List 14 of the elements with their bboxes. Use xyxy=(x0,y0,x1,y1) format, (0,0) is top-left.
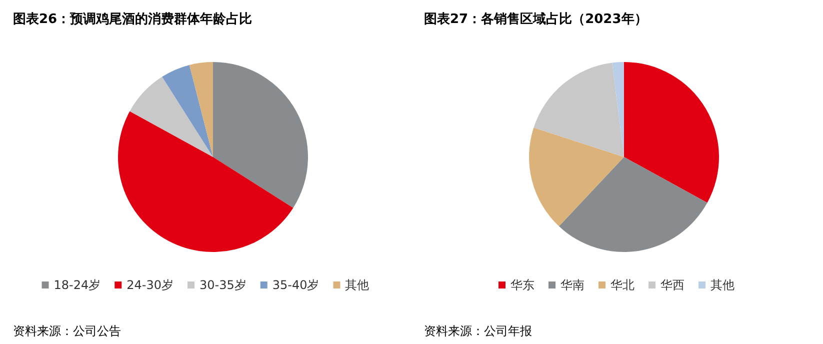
legend-label: 华东 xyxy=(510,278,534,292)
legend-label: 其他 xyxy=(345,278,370,292)
legend-label: 其他 xyxy=(710,278,734,292)
legend-label: 24-30岁 xyxy=(126,278,174,292)
text: 资料来源：公司年报 xyxy=(424,324,532,338)
legend-label: 35-40岁 xyxy=(272,278,320,292)
legend-label: 30-35岁 xyxy=(200,278,246,292)
legend-label: 华西 xyxy=(660,278,684,292)
legend-label: 18-24岁 xyxy=(54,278,101,292)
text: 资料来源：公司公告 xyxy=(13,324,121,338)
chart-title: 图表27：各销售区域占比（2023年） xyxy=(424,12,648,27)
legend-label: 华南 xyxy=(560,278,584,292)
chart-title: 图表26：预调鸡尾酒的消费群体年龄占比 xyxy=(13,11,252,27)
legend-label: 华北 xyxy=(610,278,634,292)
